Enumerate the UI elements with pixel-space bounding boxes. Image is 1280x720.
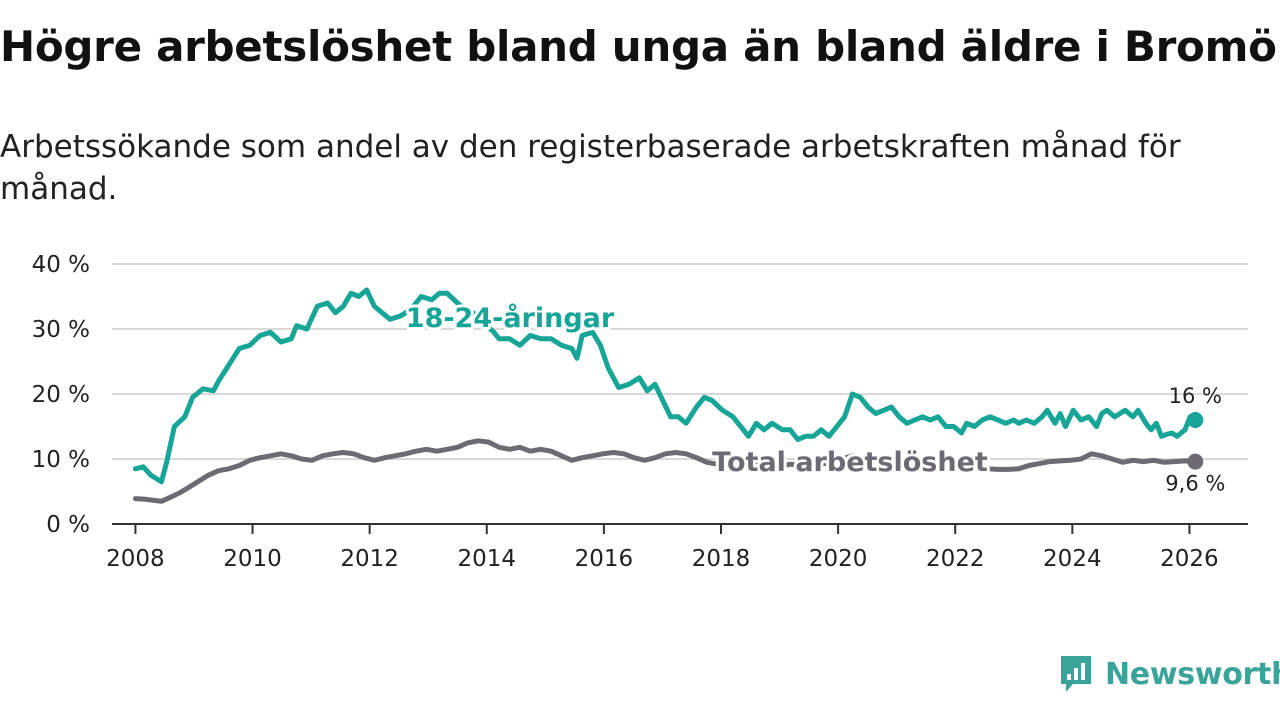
x-tick-label: 2026 [1160,546,1219,572]
x-tick-label: 2016 [575,546,634,572]
y-tick-label: 40 % [32,252,90,278]
newsworthy-brand[interactable]: Newsworthy [1059,653,1280,695]
gridlines [112,263,1248,460]
y-axis: 0 % 10 % 20 % 30 % 40 % [32,252,90,538]
brand-name: Newsworthy [1105,656,1280,692]
x-tick-label: 2020 [809,546,868,572]
newsworthy-logo-icon [1061,656,1091,692]
series-end-marker [1187,412,1204,428]
series-labels: 16 % 18-24-åringar 9,6 % Total arbetslöshet [403,299,1226,496]
series-end-label: 16 % [1169,384,1222,408]
x-tick-label: 2008 [106,546,165,572]
x-tick-label: 2022 [926,546,985,572]
series-end-label: 9,6 % [1165,472,1225,496]
series-line-total [132,438,1198,504]
y-tick-label: 30 % [32,317,90,343]
x-tick-label: 2024 [1043,546,1102,572]
series-inline-label: Total arbetslöshet [712,447,988,478]
y-tick-label: 0 % [46,512,90,538]
chart-subtitle: Arbetssökande som andel av den registerb… [0,129,1181,207]
chart-title: Högre arbetslöshet bland unga än bland ä… [0,22,1280,71]
x-axis: 2008 2010 2012 2014 2016 2018 2020 2022 2024 2026 [106,523,1248,572]
y-tick-label: 20 % [32,382,90,408]
x-tick-label: 2012 [340,546,399,572]
x-tick-label: 2010 [223,546,282,572]
x-tick-label: 2018 [692,546,751,572]
series-lines [132,287,1204,504]
y-tick-label: 10 % [32,447,90,473]
series-line-youth [132,287,1198,485]
x-tick-label: 2014 [457,546,516,572]
series-end-marker [1187,453,1204,470]
series-inline-label: 18-24-åringar [406,302,615,334]
